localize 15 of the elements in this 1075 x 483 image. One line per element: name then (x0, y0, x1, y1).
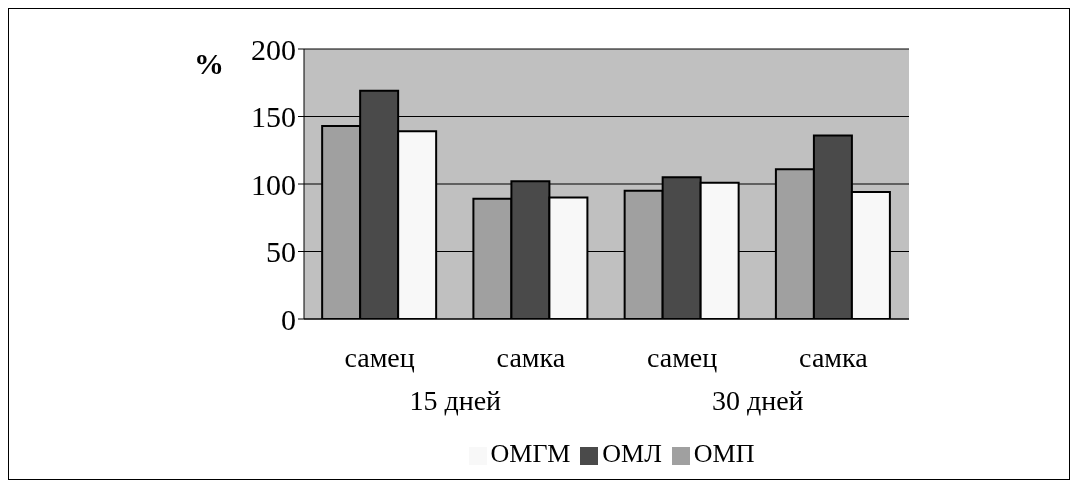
y-tick-label: 100 (251, 167, 296, 201)
y-axis-title: % (194, 47, 224, 81)
y-tick-label: 200 (251, 32, 296, 66)
y-tick-label: 50 (266, 235, 296, 269)
x-tick-label: самка (496, 342, 566, 373)
y-tick-label: 0 (281, 302, 296, 336)
x-tick-label: самка (799, 342, 869, 373)
text: 15 дней (408, 385, 503, 417)
text: 30 дней (710, 385, 805, 417)
legend-label: ОМЛ (602, 439, 662, 468)
y-tick-label: 150 (251, 100, 296, 134)
legend-label: ОМГМ (490, 439, 571, 468)
legend-label: ОМП (693, 439, 755, 468)
x-tick-label: самец (646, 342, 718, 373)
x-tick-label: самец (344, 342, 415, 373)
